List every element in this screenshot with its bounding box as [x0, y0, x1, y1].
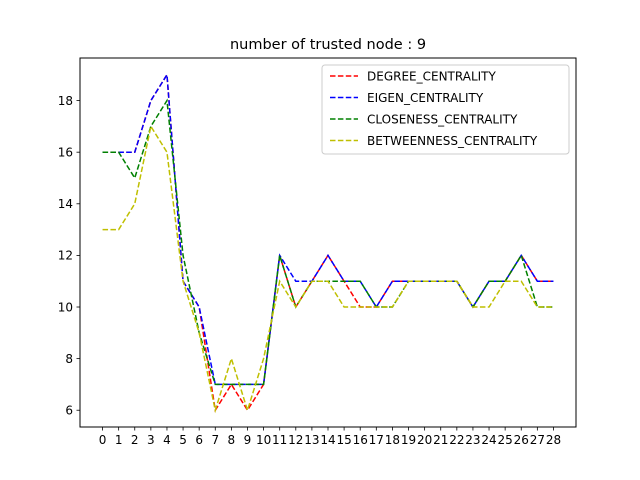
y-tick-label-6: 18	[58, 94, 73, 108]
x-tick-label-21: 21	[433, 433, 448, 447]
x-tick-label-4: 4	[163, 433, 171, 447]
legend-label-2: CLOSENESS_CENTRALITY	[367, 112, 518, 126]
legend-label-0: DEGREE_CENTRALITY	[367, 69, 497, 83]
x-tick-label-18: 18	[385, 433, 400, 447]
x-tick-label-27: 27	[530, 433, 545, 447]
x-tick-label-1: 1	[115, 433, 123, 447]
y-tick-label-2: 10	[58, 300, 73, 314]
y-axis: 6 8 10 12 14 16 18	[58, 94, 80, 418]
x-tick-label-3: 3	[147, 433, 155, 447]
x-tick-label-6: 6	[195, 433, 203, 447]
x-axis: 0 1 2 3 4 5 6 7 8 9 10 11 12 13 14 15 16 17 18 19 20 21 22 23 24…	[99, 427, 561, 447]
series-line-3	[102, 124, 554, 414]
x-tick-label-12: 12	[288, 433, 303, 447]
y-tick-label-5: 16	[58, 145, 73, 159]
x-tick-label-15: 15	[336, 433, 351, 447]
x-tick-label-20: 20	[417, 433, 432, 447]
x-tick-label-11: 11	[272, 433, 287, 447]
x-tick-label-14: 14	[320, 433, 335, 447]
legend-box	[321, 64, 570, 155]
legend-label-3: BETWEENNESS_CENTRALITY	[367, 134, 538, 148]
series-layer	[102, 72, 554, 414]
legend-label-1: EIGEN_CENTRALITY	[367, 91, 484, 105]
x-tick-label-8: 8	[228, 433, 236, 447]
y-tick-label-3: 12	[58, 249, 73, 263]
x-tick-label-16: 16	[353, 433, 368, 447]
x-tick-label-2: 2	[131, 433, 139, 447]
x-tick-label-23: 23	[465, 433, 480, 447]
y-tick-label-0: 6	[65, 404, 73, 418]
x-tick-label-10: 10	[256, 433, 271, 447]
x-tick-label-9: 9	[244, 433, 252, 447]
x-tick-label-26: 26	[514, 433, 529, 447]
x-tick-label-0: 0	[99, 433, 107, 447]
x-tick-label-17: 17	[369, 433, 384, 447]
y-tick-label-1: 8	[65, 352, 73, 366]
x-tick-label-7: 7	[211, 433, 219, 447]
x-tick-label-5: 5	[179, 433, 187, 447]
legend: DEGREE_CENTRALITY EIGEN_CENTRALITY CLOSENE…	[321, 64, 570, 155]
x-tick-label-22: 22	[449, 433, 464, 447]
x-tick-label-24: 24	[481, 433, 496, 447]
y-tick-label-4: 14	[58, 197, 73, 211]
x-tick-label-19: 19	[401, 433, 416, 447]
x-tick-label-28: 28	[546, 433, 561, 447]
x-tick-label-13: 13	[304, 433, 319, 447]
chart-title: number of trusted node : 9	[230, 37, 426, 53]
x-tick-label-25: 25	[498, 433, 513, 447]
